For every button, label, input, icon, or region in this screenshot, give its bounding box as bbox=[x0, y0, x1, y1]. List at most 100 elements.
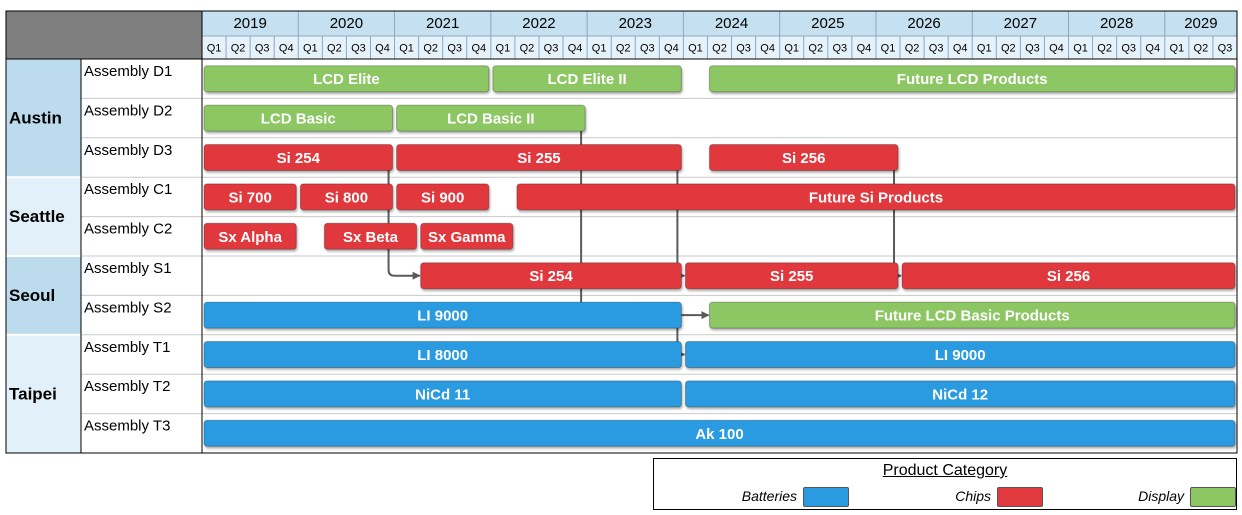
quarter-label: Q2 bbox=[423, 43, 438, 55]
quarter-label: Q2 bbox=[1001, 43, 1016, 55]
bar-assembly-d3-si-256-label: Si 256 bbox=[782, 150, 825, 167]
legend-item-chips: Chips bbox=[929, 487, 1043, 509]
quarter-label: Q3 bbox=[1025, 43, 1040, 55]
legend-item-batteries: Batteries bbox=[724, 487, 849, 509]
bar-assembly-c1-si-800 bbox=[299, 183, 394, 211]
location-label-taipei: Taipei bbox=[9, 384, 57, 403]
quarter-label: Q4 bbox=[664, 43, 679, 55]
line-label-assembly-t2: Assembly T2 bbox=[84, 378, 170, 395]
quarter-label: Q1 bbox=[207, 43, 222, 55]
quarter-label: Q4 bbox=[760, 43, 775, 55]
quarter-label: Q2 bbox=[231, 43, 246, 55]
bar-assembly-s1-si-256 bbox=[901, 262, 1236, 290]
quarter-label: Q4 bbox=[857, 43, 872, 55]
quarter-label: Q3 bbox=[736, 43, 751, 55]
year-label-2028: 2028 bbox=[1100, 15, 1133, 32]
bar-assembly-t2-nicd-12 bbox=[684, 380, 1236, 408]
legend-item-display: Display bbox=[1124, 487, 1236, 509]
year-label-2020: 2020 bbox=[330, 15, 363, 32]
year-label-2024: 2024 bbox=[715, 15, 748, 32]
quarter-label: Q1 bbox=[1169, 43, 1184, 55]
year-label-2019: 2019 bbox=[233, 15, 266, 32]
year-label-2021: 2021 bbox=[426, 15, 459, 32]
quarter-label: Q3 bbox=[447, 43, 462, 55]
bar-assembly-s1-si-256-label: Si 256 bbox=[1047, 268, 1090, 285]
bar-assembly-c2-sx-gamma bbox=[420, 222, 514, 250]
line-label-assembly-c2: Assembly C2 bbox=[84, 221, 172, 238]
quarter-label: Q4 bbox=[471, 43, 486, 55]
location-cell-austin bbox=[6, 59, 81, 178]
bar-assembly-s1-si-254-label: Si 254 bbox=[529, 268, 573, 285]
quarter-label: Q2 bbox=[520, 43, 535, 55]
year-header-band bbox=[202, 11, 1237, 36]
bar-assembly-c2-sx-gamma-label: Sx Gamma bbox=[428, 229, 506, 246]
bar-assembly-d2-lcd-basic-ii bbox=[396, 104, 586, 132]
bar-assembly-c1-future-si-products-label: Future Si Products bbox=[809, 189, 943, 206]
bar-assembly-d3-si-256 bbox=[708, 144, 899, 171]
bar-assembly-c2-sx-beta bbox=[323, 222, 418, 250]
header-corner bbox=[6, 11, 202, 59]
year-label-2025: 2025 bbox=[811, 15, 844, 32]
location-label-seattle: Seattle bbox=[9, 207, 65, 226]
bar-assembly-d2-lcd-basic bbox=[203, 104, 394, 132]
bar-assembly-s2-future-lcd-basic-products-label: Future LCD Basic Products bbox=[875, 308, 1070, 325]
bar-assembly-c2-sx-beta-label: Sx Beta bbox=[343, 229, 399, 246]
quarter-label: Q1 bbox=[303, 43, 318, 55]
legend: Product Category Batteries Chips Display bbox=[653, 458, 1237, 510]
quarter-label: Q2 bbox=[808, 43, 823, 55]
quarter-label: Q4 bbox=[568, 43, 583, 55]
dependency-arrow bbox=[387, 157, 421, 280]
legend-swatch-display bbox=[1190, 487, 1236, 507]
bar-assembly-d1-future-lcd-products bbox=[708, 65, 1236, 93]
quarter-label: Q3 bbox=[833, 43, 848, 55]
location-cell-taipei bbox=[6, 334, 81, 453]
location-cell-seoul bbox=[6, 256, 81, 335]
bar-assembly-d1-lcd-elite-ii-label: LCD Elite II bbox=[548, 71, 627, 88]
legend-swatch-chips bbox=[997, 487, 1043, 507]
bar-assembly-d3-si-255-label: Si 255 bbox=[517, 150, 560, 167]
quarter-label: Q3 bbox=[544, 43, 559, 55]
location-label-austin: Austin bbox=[9, 109, 62, 128]
quarter-label: Q2 bbox=[905, 43, 920, 55]
quarter-label: Q1 bbox=[1073, 43, 1088, 55]
quarter-label: Q1 bbox=[881, 43, 896, 55]
bar-assembly-c1-si-900-label: Si 900 bbox=[421, 189, 464, 206]
year-label-2029: 2029 bbox=[1184, 15, 1217, 32]
line-label-assembly-s2: Assembly S2 bbox=[84, 299, 172, 316]
bar-assembly-t3-ak-100 bbox=[203, 419, 1236, 447]
line-label-assembly-d3: Assembly D3 bbox=[84, 142, 172, 159]
quarter-label: Q4 bbox=[953, 43, 968, 55]
bar-assembly-d3-si-254-label: Si 254 bbox=[277, 150, 321, 167]
quarter-label: Q3 bbox=[1121, 43, 1136, 55]
quarter-label: Q2 bbox=[327, 43, 342, 55]
legend-label-chips: Chips bbox=[955, 488, 991, 504]
legend-label-batteries: Batteries bbox=[741, 488, 797, 504]
bar-assembly-c1-si-700 bbox=[203, 183, 297, 211]
bar-assembly-s1-si-255-label: Si 255 bbox=[770, 268, 813, 285]
bar-assembly-c2-sx-alpha bbox=[203, 222, 297, 250]
quarter-label: Q3 bbox=[255, 43, 270, 55]
year-label-2023: 2023 bbox=[619, 15, 652, 32]
quarter-label: Q1 bbox=[496, 43, 511, 55]
quarter-label: Q2 bbox=[1194, 43, 1209, 55]
bar-assembly-d2-lcd-basic-label: LCD Basic bbox=[261, 111, 336, 128]
line-label-assembly-c1: Assembly C1 bbox=[84, 181, 172, 198]
line-label-assembly-t1: Assembly T1 bbox=[84, 339, 170, 356]
bar-assembly-d1-future-lcd-products-label: Future LCD Products bbox=[897, 71, 1048, 88]
quarter-label: Q2 bbox=[616, 43, 631, 55]
bar-assembly-s1-si-255 bbox=[684, 262, 899, 290]
legend-label-display: Display bbox=[1138, 488, 1184, 504]
bar-assembly-d3-si-254 bbox=[203, 144, 394, 171]
bar-assembly-t3-ak-100-label: Ak 100 bbox=[695, 426, 743, 443]
legend-swatch-batteries bbox=[803, 487, 849, 507]
quarter-label: Q3 bbox=[640, 43, 655, 55]
line-label-assembly-s1: Assembly S1 bbox=[84, 260, 172, 277]
year-label-2022: 2022 bbox=[522, 15, 555, 32]
bar-assembly-d2-lcd-basic-ii-label: LCD Basic II bbox=[447, 111, 535, 128]
quarter-label: Q4 bbox=[1145, 43, 1160, 55]
quarter-label: Q1 bbox=[592, 43, 607, 55]
bar-assembly-s2-li-9000 bbox=[203, 301, 682, 329]
bar-assembly-t1-li-8000 bbox=[203, 341, 682, 368]
line-label-assembly-d2: Assembly D2 bbox=[84, 102, 172, 119]
bar-assembly-c2-sx-alpha-label: Sx Alpha bbox=[218, 229, 282, 246]
